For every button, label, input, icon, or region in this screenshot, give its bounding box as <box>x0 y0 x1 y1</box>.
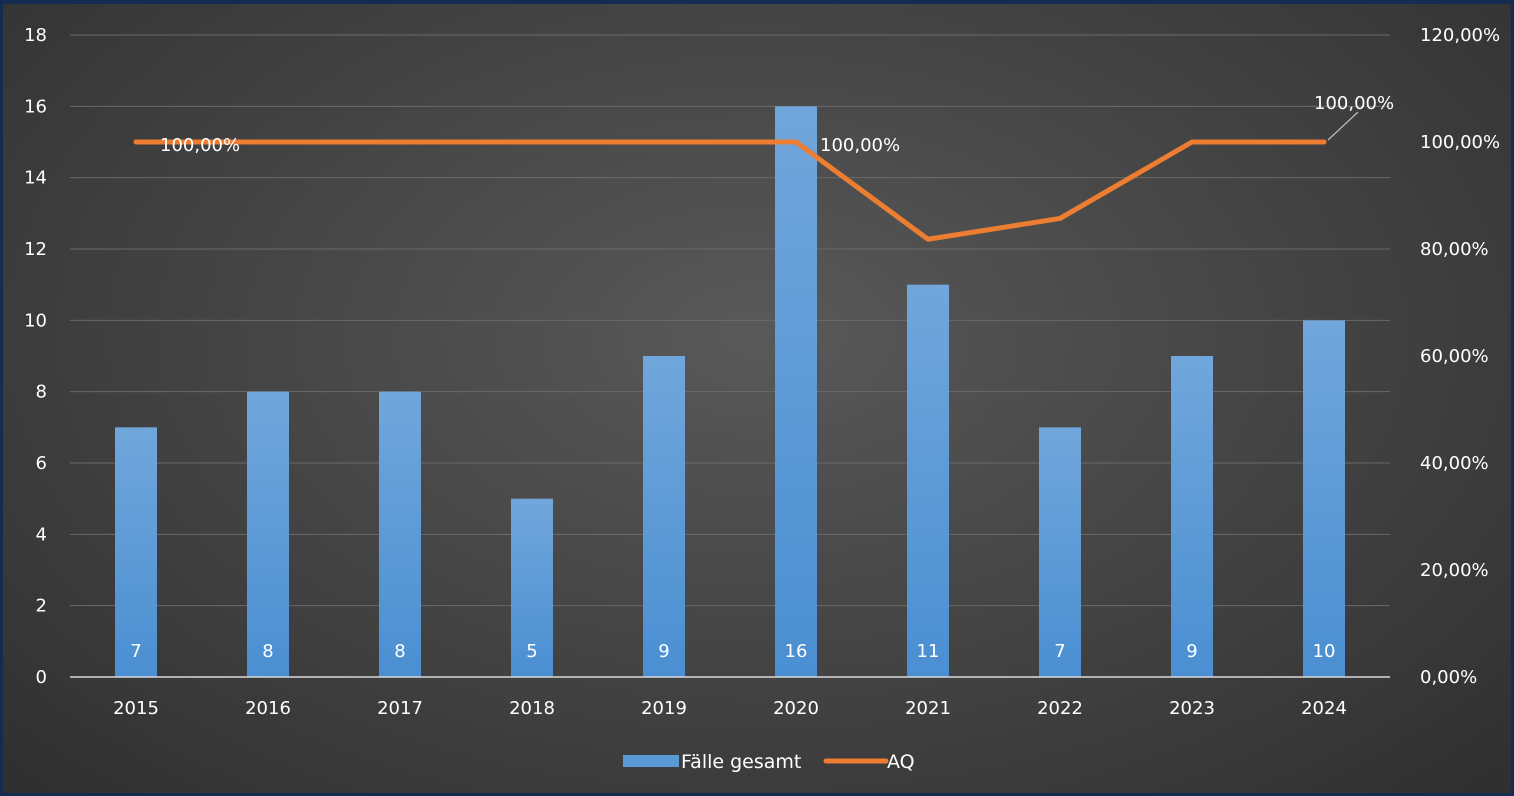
right-tick-label: 60,00% <box>1420 346 1489 367</box>
bar-data-label: 10 <box>1313 641 1336 662</box>
left-tick-label: 0 <box>36 667 47 688</box>
left-tick-label: 6 <box>36 453 47 474</box>
left-tick-label: 18 <box>24 25 47 46</box>
right-tick-label: 20,00% <box>1420 560 1489 581</box>
right-tick-label: 120,00% <box>1420 25 1500 46</box>
bar-data-label: 7 <box>1054 641 1065 662</box>
x-tick-label: 2020 <box>773 698 819 719</box>
leader-line <box>1327 111 1359 141</box>
x-tick-label: 2016 <box>245 698 291 719</box>
left-tick-label: 10 <box>24 310 47 331</box>
bar <box>1303 320 1345 677</box>
bar <box>1039 427 1081 677</box>
legend: Fälle gesamt AQ <box>623 751 915 773</box>
bar-series <box>115 106 1345 678</box>
bar <box>115 427 157 677</box>
aq-line <box>133 139 1327 242</box>
bar-data-label: 8 <box>394 641 405 662</box>
x-axis-ticks: 2015 2016 2017 2018 2019 2020 2021 2022 2023 2024 <box>113 698 1347 719</box>
legend-swatch-bar <box>623 755 679 767</box>
left-tick-label: 14 <box>24 168 47 189</box>
left-tick-label: 12 <box>24 239 47 260</box>
bar <box>907 284 949 677</box>
bar-data-labels: 7 8 8 5 9 16 11 7 9 10 <box>130 641 1335 662</box>
line-data-label: 100,00% <box>160 135 240 156</box>
line-data-labels: 100,00% 100,00% 100,00% <box>160 93 1394 156</box>
bar <box>775 106 817 678</box>
x-tick-label: 2017 <box>377 698 423 719</box>
right-tick-label: 0,00% <box>1420 667 1477 688</box>
bar-data-label: 5 <box>526 641 537 662</box>
legend-label: AQ <box>887 751 915 773</box>
x-tick-label: 2015 <box>113 698 159 719</box>
left-tick-label: 2 <box>36 596 47 617</box>
line-data-label: 100,00% <box>820 135 900 156</box>
bar <box>1171 356 1213 677</box>
bar <box>247 391 289 677</box>
right-tick-label: 80,00% <box>1420 239 1489 260</box>
bar-data-label: 9 <box>658 641 669 662</box>
x-tick-label: 2022 <box>1037 698 1083 719</box>
bar <box>643 356 685 677</box>
bar-data-label: 7 <box>130 641 141 662</box>
x-tick-label: 2023 <box>1169 698 1215 719</box>
left-tick-label: 16 <box>24 96 47 117</box>
right-axis-ticks: 0,00% 20,00% 40,00% 60,00% 80,00% 100,00% 120,… <box>1420 25 1500 688</box>
right-tick-label: 40,00% <box>1420 453 1489 474</box>
x-tick-label: 2019 <box>641 698 687 719</box>
combo-chart: 0 2 4 6 8 10 12 14 16 18 0,00% 20,00% 40,00% 60,00% 8… <box>24 25 1500 773</box>
bar-data-label: 11 <box>917 641 940 662</box>
legend-label: Fälle gesamt <box>681 751 801 773</box>
bar-data-label: 8 <box>262 641 273 662</box>
left-tick-label: 4 <box>36 524 47 545</box>
right-tick-label: 100,00% <box>1420 132 1500 153</box>
x-tick-label: 2024 <box>1301 698 1347 719</box>
line-data-label: 100,00% <box>1314 93 1394 114</box>
bar-data-label: 9 <box>1186 641 1197 662</box>
bar <box>511 498 553 677</box>
gridlines <box>70 34 1390 607</box>
x-tick-label: 2018 <box>509 698 555 719</box>
left-tick-label: 8 <box>36 382 47 403</box>
left-axis-ticks: 0 2 4 6 8 10 12 14 16 18 <box>24 25 47 688</box>
bar <box>379 391 421 677</box>
line-series <box>133 139 1327 242</box>
chart-frame: 0 2 4 6 8 10 12 14 16 18 0,00% 20,00% 40,00% 60,00% 8… <box>3 4 1511 793</box>
bar-data-label: 16 <box>785 641 808 662</box>
x-tick-label: 2021 <box>905 698 951 719</box>
